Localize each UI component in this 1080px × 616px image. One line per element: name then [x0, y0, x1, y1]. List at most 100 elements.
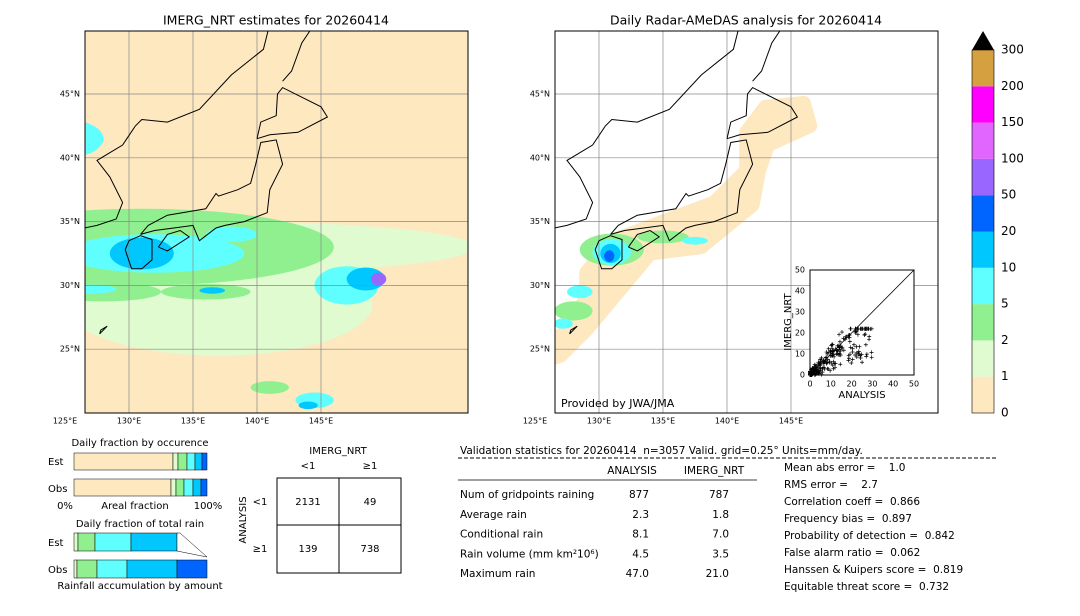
- scatter-point: [866, 326, 871, 331]
- validation-analysis: 8.1: [632, 529, 649, 541]
- scatter-point: [848, 326, 853, 331]
- scatter-point: [851, 342, 856, 347]
- ct-cell: 49: [364, 497, 377, 508]
- occurrence-right: 100%: [194, 501, 223, 512]
- scatter-x-tick: 40: [888, 380, 898, 389]
- scatter-point: [848, 345, 853, 350]
- scatter-point: [812, 364, 817, 369]
- lon-label: 125°E: [53, 417, 77, 426]
- scatter-point: [820, 367, 825, 372]
- coastline: [99, 325, 108, 335]
- coastline: [140, 139, 284, 242]
- scatter-point: [829, 353, 834, 358]
- score: Equitable threat score = 0.732: [784, 581, 949, 593]
- scatter-point: [835, 351, 840, 356]
- colorbar-swatch: [972, 376, 994, 413]
- validation-col: ANALYSIS: [607, 465, 657, 477]
- lon-label: 145°E: [309, 417, 333, 426]
- scatter-x-label: ANALYSIS: [838, 390, 885, 401]
- score: Frequency bias = 0.897: [784, 513, 912, 525]
- ct-col: <1: [301, 461, 316, 472]
- ct-row: <1: [253, 497, 268, 508]
- scatter-point: [853, 330, 858, 335]
- precip-area: [1, 107, 39, 117]
- validation-imerg: 21.0: [706, 568, 729, 580]
- scatter-y-tick: 20: [795, 329, 805, 338]
- scatter-point: [846, 358, 851, 363]
- colorbar-label: 5: [1001, 297, 1009, 311]
- lat-label: 25°N: [60, 345, 80, 354]
- lat-label: 30°N: [530, 281, 550, 290]
- coastline: [470, 247, 494, 336]
- scatter-point: [824, 360, 829, 365]
- precip-area: [205, 226, 257, 243]
- lat-label: 30°N: [60, 281, 80, 290]
- scatter-point: [824, 355, 829, 360]
- coastline: [569, 325, 578, 335]
- validation-rows: Num of gridpoints raining 877 787 Average r…: [460, 489, 729, 580]
- ct-col: ≥1: [363, 461, 378, 472]
- total-rain-obs: Obs: [48, 565, 67, 576]
- scatter-point: [818, 365, 823, 370]
- precip-area: [85, 122, 104, 156]
- scatter-point: [831, 359, 836, 364]
- scatter-y-tick: 30: [795, 308, 805, 317]
- coastline: [85, 31, 269, 229]
- colorbar-label: 100: [1001, 151, 1024, 165]
- scatter-point: [812, 367, 817, 372]
- scatter-point: [823, 358, 828, 363]
- scatter-point: [846, 353, 851, 358]
- precip-area: [604, 250, 615, 262]
- right-map: [470, 31, 938, 413]
- precip-area: [0, 298, 20, 311]
- scatter-point: [818, 366, 823, 371]
- scatter-point: [832, 361, 837, 366]
- occurrence-left: 0%: [57, 501, 73, 512]
- scatter-point: [826, 346, 831, 351]
- lat-label: 45°N: [60, 90, 80, 99]
- precip-area: [555, 318, 573, 329]
- total-rain-title: Daily fraction of total rain: [76, 519, 204, 530]
- lon-label: 140°E: [245, 417, 269, 426]
- scatter-x-tick: 50: [909, 380, 919, 389]
- scatter-point: [830, 349, 835, 354]
- colorbar-swatch: [972, 50, 994, 87]
- coastline: [610, 139, 754, 242]
- left-map-frame: [84, 30, 469, 414]
- right-map-title: Daily Radar-AMeDAS analysis for 20260414: [610, 13, 882, 28]
- lon-label: 130°E: [117, 417, 141, 426]
- scatter-point: [856, 349, 861, 354]
- colorbar-swatch: [972, 158, 994, 196]
- precip-area: [85, 284, 117, 294]
- score: False alarm ratio = 0.062: [784, 547, 920, 559]
- scatter-point: [864, 354, 869, 359]
- lat-label: 40°N: [530, 153, 550, 162]
- scatter-point: [837, 344, 842, 349]
- scatter-point: [860, 360, 865, 365]
- lon-label: 130°E: [587, 417, 611, 426]
- scatter-point: [818, 362, 823, 367]
- scatter-point: [821, 361, 826, 366]
- credit: Provided by JWA/JMA: [561, 397, 675, 410]
- colorbar-swatch: [972, 304, 994, 341]
- scatter-point: [869, 355, 874, 360]
- coastline: [470, 192, 503, 228]
- scatter-x-tick: 30: [867, 380, 877, 389]
- coastline: [0, 247, 24, 336]
- scatter-point: [853, 353, 858, 358]
- coastline: [627, 229, 661, 252]
- validation-imerg: 787: [709, 489, 729, 501]
- scatter-x-tick: 10: [826, 380, 836, 389]
- colorbar: 0 1 2 5 10 20 50 100 150 200 300: [971, 43, 1024, 420]
- scatter-point: [819, 355, 824, 360]
- colorbar-label: 2: [1001, 333, 1009, 347]
- scatter-point: [830, 342, 835, 347]
- scatter-point: [828, 368, 833, 373]
- scatter-point: [812, 373, 817, 377]
- coastline: [726, 86, 799, 140]
- lon-label: 135°E: [651, 417, 675, 426]
- colorbar-swatch: [972, 340, 994, 377]
- validation-heading: Validation statistics for 20260414 n=305…: [460, 445, 863, 457]
- scatter-point: [862, 332, 867, 337]
